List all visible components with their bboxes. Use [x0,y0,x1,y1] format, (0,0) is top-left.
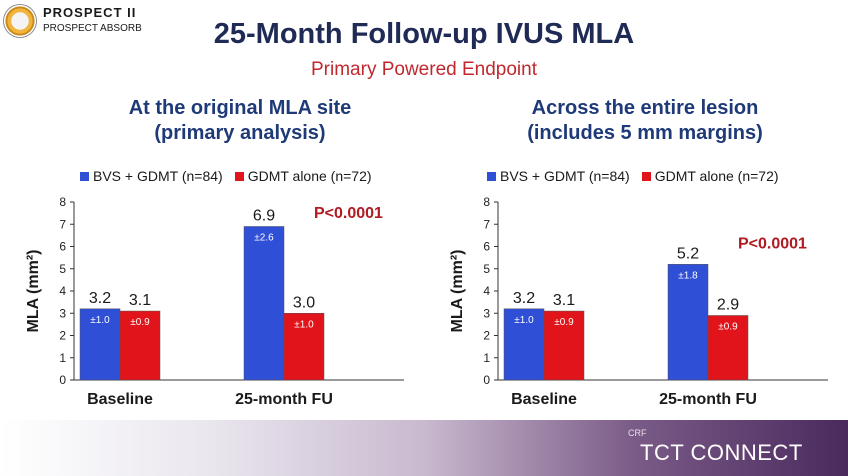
crf-logo-text: CRF [628,428,647,438]
right-bar-value-label: 5.2 [677,245,699,262]
left-panel-title-line1: At the original MLA site [128,97,352,119]
left-y-tick-label: 5 [59,262,66,276]
right-bar-sd-label: ±1.8 [678,270,698,281]
left-y-tick-label: 2 [59,329,66,343]
right-panel-title-line1: Across the entire lesion [531,97,759,119]
left-panel-title-line2: (primary analysis) [154,122,326,144]
footer-banner [0,420,848,476]
right-y-tick-label: 7 [483,217,490,231]
right-y-tick-label: 0 [483,373,490,387]
right-y-tick-label: 4 [483,284,490,298]
left-legend-swatch-bvs [80,171,89,181]
left-bar-sd-label: ±2.6 [254,232,274,243]
left-bar-sd-label: ±1.0 [90,315,110,326]
left-bar-sd-label: ±0.9 [130,317,150,328]
right-bar-bvs-fu [667,264,709,381]
right-legend-swatch-gdmt [641,171,651,181]
right-y-tick-label: 6 [483,240,490,254]
left-legend-label-gdmt: GDMT alone (n=72) [247,168,372,184]
right-legend-label-gdmt: GDMT alone (n=72) [654,168,779,184]
right-bar-sd-label: ±0.9 [554,317,574,328]
right-category-label: Baseline [511,391,577,408]
left-p-value: P<0.0001 [314,205,383,222]
left-bar-value-label: 3.1 [129,292,151,309]
right-panel-title: Across the entire lesion (includes 5 mm … [455,96,835,146]
right-bar-sd-label: ±0.9 [718,321,738,332]
left-y-tick-label: 1 [59,351,66,365]
left-bar-sd-label: ±1.0 [294,319,314,330]
right-bar-gdmt-baseline [543,310,585,381]
right-bar-chart: 0 1 2 3 4 5 6 7 8 MLA (mm²) 3.2 ±1.0 3.1 ±0.9 Baseline… [449,195,828,408]
left-legend: BVS + GDMT (n=84) GDMT alone (n=72) [80,168,372,184]
right-panel-title-line2: (includes 5 mm margins) [527,122,763,144]
prospect-logo: PROSPECT II PROSPECT ABSORB [0,0,170,42]
right-bar-value-label: 3.1 [553,292,575,309]
right-legend-label-bvs: BVS + GDMT (n=84) [500,168,630,184]
slide-subtitle: Primary Powered Endpoint [311,59,537,80]
slide-title: 25-Month Follow-up IVUS MLA [213,18,635,50]
tct-connect-logo: TCT CONNECT [640,440,803,465]
left-y-tick-label: 3 [59,306,66,320]
logo-line1: PROSPECT II [43,5,137,20]
left-panel-title: At the original MLA site (primary analys… [50,96,430,146]
right-y-tick-label: 3 [483,306,490,320]
prospect-logo-icon [3,4,37,38]
left-y-tick-label: 4 [59,284,66,298]
left-bar-gdmt-baseline [119,310,161,381]
left-bar-value-label: 6.9 [253,207,275,224]
right-y-axis-label: MLA (mm²) [449,250,466,333]
right-bar-value-label: 3.2 [513,290,535,307]
left-legend-label-bvs: BVS + GDMT (n=84) [93,168,223,184]
right-bar-sd-label: ±1.0 [514,315,534,326]
right-category-label: 25-month FU [659,391,757,408]
left-bar-value-label: 3.2 [89,290,111,307]
left-bar-chart: 0 1 2 3 4 5 6 7 8 MLA (mm²) 3.2 ±1.0 3.1 ±0.9 Baseline… [25,195,404,408]
right-legend-swatch-bvs [487,171,496,181]
logo-line2: PROSPECT ABSORB [43,23,142,34]
right-bar-gdmt-fu [707,315,749,381]
right-p-value: P<0.0001 [738,235,807,252]
left-y-tick-label: 7 [59,217,66,231]
right-y-tick-label: 1 [483,351,490,365]
right-y-tick-label: 8 [483,195,490,209]
left-bar-value-label: 3.0 [293,294,315,311]
left-legend-swatch-gdmt [234,171,244,181]
right-y-tick-label: 2 [483,329,490,343]
left-bar-bvs-fu [243,226,285,381]
left-y-axis-label: MLA (mm²) [25,250,42,333]
left-category-label: Baseline [87,391,153,408]
right-bar-value-label: 2.9 [717,296,739,313]
left-y-tick-label: 6 [59,240,66,254]
left-bar-gdmt-fu [283,313,325,381]
left-category-label: 25-month FU [235,391,333,408]
left-y-tick-label: 0 [59,373,66,387]
right-y-tick-label: 5 [483,262,490,276]
left-y-tick-label: 8 [59,195,66,209]
right-bar-bvs-baseline [503,308,545,381]
right-legend: BVS + GDMT (n=84) GDMT alone (n=72) [487,168,779,184]
left-bar-bvs-baseline [79,308,121,381]
